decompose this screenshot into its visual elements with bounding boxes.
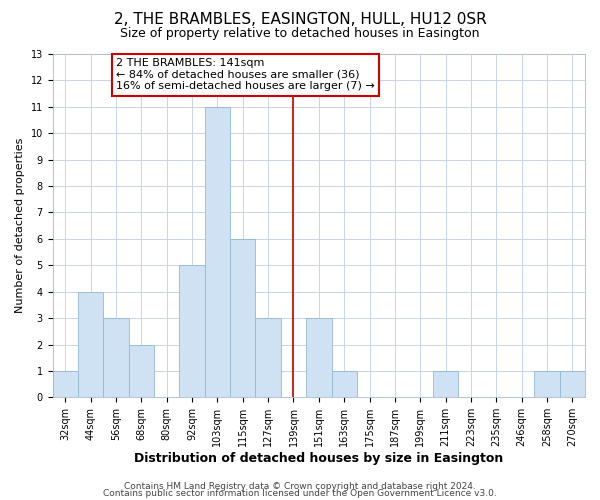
Text: 2, THE BRAMBLES, EASINGTON, HULL, HU12 0SR: 2, THE BRAMBLES, EASINGTON, HULL, HU12 0… [113,12,487,28]
Bar [53,371,78,398]
X-axis label: Distribution of detached houses by size in Easington: Distribution of detached houses by size … [134,452,503,465]
Bar [78,292,103,398]
Bar [433,371,458,398]
Bar [306,318,332,398]
Bar [179,266,205,398]
Bar [256,318,281,398]
Bar [205,107,230,398]
Bar [103,318,129,398]
Bar [332,371,357,398]
Bar [230,239,256,398]
Text: 2 THE BRAMBLES: 141sqm
← 84% of detached houses are smaller (36)
16% of semi-det: 2 THE BRAMBLES: 141sqm ← 84% of detached… [116,58,375,91]
Bar [129,344,154,398]
Bar [560,371,585,398]
Text: Contains public sector information licensed under the Open Government Licence v3: Contains public sector information licen… [103,490,497,498]
Text: Size of property relative to detached houses in Easington: Size of property relative to detached ho… [120,28,480,40]
Bar [535,371,560,398]
Y-axis label: Number of detached properties: Number of detached properties [15,138,25,314]
Text: Contains HM Land Registry data © Crown copyright and database right 2024.: Contains HM Land Registry data © Crown c… [124,482,476,491]
